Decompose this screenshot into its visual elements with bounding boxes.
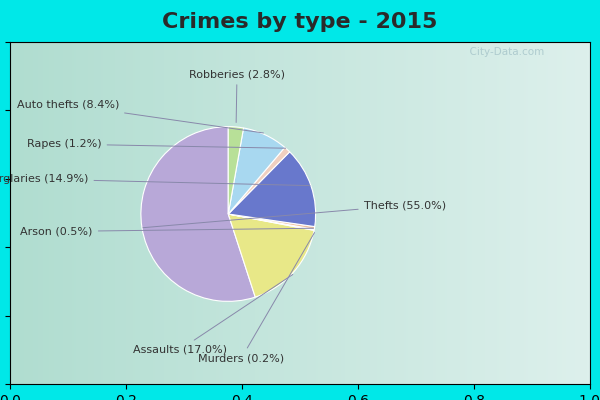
Text: Assaults (17.0%): Assaults (17.0%): [133, 274, 293, 354]
Text: Arson (0.5%): Arson (0.5%): [20, 226, 313, 236]
Text: Robberies (2.8%): Robberies (2.8%): [189, 69, 285, 122]
Wedge shape: [228, 152, 316, 226]
Text: Auto thefts (8.4%): Auto thefts (8.4%): [17, 100, 263, 133]
Text: Burglaries (14.9%): Burglaries (14.9%): [0, 174, 310, 186]
Text: Rapes (1.2%): Rapes (1.2%): [27, 139, 286, 149]
Text: Thefts (55.0%): Thefts (55.0%): [143, 200, 446, 228]
Wedge shape: [228, 147, 290, 214]
Wedge shape: [141, 127, 255, 301]
Text: Crimes by type - 2015: Crimes by type - 2015: [163, 12, 437, 32]
Wedge shape: [228, 214, 315, 229]
Wedge shape: [228, 128, 285, 214]
Text: Murders (0.2%): Murders (0.2%): [199, 232, 314, 363]
Text: City-Data.com: City-Data.com: [463, 47, 545, 57]
Wedge shape: [228, 127, 244, 214]
Wedge shape: [228, 214, 314, 297]
Wedge shape: [228, 214, 314, 230]
